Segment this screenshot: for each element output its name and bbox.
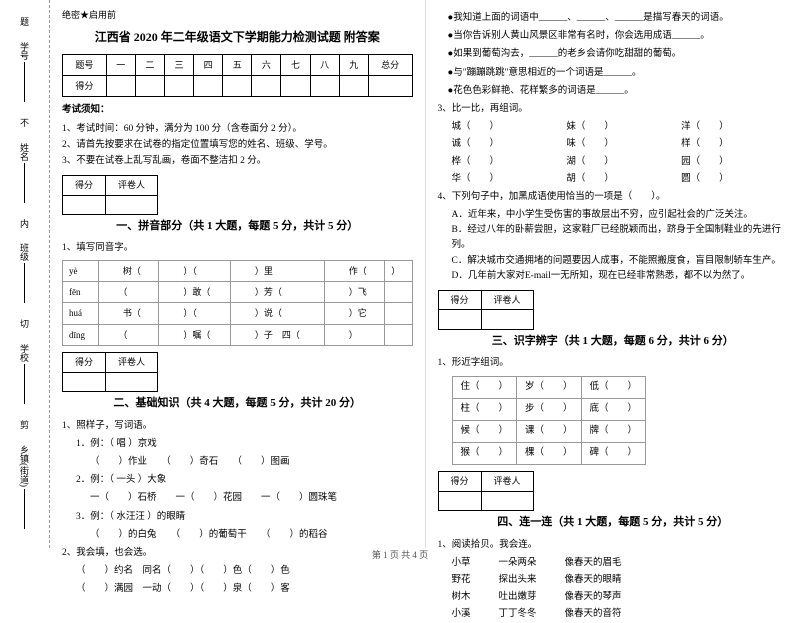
score-table: 题号 一 二 三 四 五 六 七 八 九 总分 得分 (62, 54, 413, 98)
question: 4、下列句子中，加黑成语使用恰当的一项是（ ）。 (438, 190, 789, 205)
notice-item: 2、请首先按要求在试卷的指定位置填写您的姓名、班级、学号。 (62, 138, 413, 153)
bind-field: 班级 (18, 243, 31, 305)
match-row: 树木吐出嫩芽像春天的琴声 (452, 590, 789, 605)
fill-items: （ ）满园 一动（ ）（ ）泉（ ）客 (76, 582, 413, 597)
bullet-item: ●我知道上面的词语中______、______、______是描写春天的词语。 (448, 11, 789, 26)
question: 3、比一比，再组词。 (438, 102, 789, 117)
section-title: 四、连一连（共 1 大题，每题 5 分，共计 5 分） (438, 514, 789, 532)
section-title: 一、拼音部分（共 1 大题，每题 5 分，共计 5 分） (62, 218, 413, 236)
bind-mark: 内 (18, 219, 31, 230)
section-title: 三、识字辨字（共 1 大题，每题 6 分，共计 6 分） (438, 333, 789, 351)
notice-list: 1、考试时间：60 分钟，满分为 100 分（含卷面分 2 分）。 2、请首先按… (62, 122, 413, 170)
bind-mark: 题 (18, 17, 31, 28)
notice-heading: 考试须知： (62, 103, 413, 118)
page-footer: 第 1 页 共 4 页 (0, 548, 800, 561)
eval-table: 得分评卷人 (62, 175, 158, 215)
table-row: 得分 (63, 75, 413, 96)
question: 1、填写同音字。 (62, 241, 413, 256)
seal-text: 绝密★启用前 (62, 8, 413, 22)
question: 1、形近字组词。 (438, 356, 789, 371)
notice-item: 1、考试时间：60 分钟，满分为 100 分（含卷面分 2 分）。 (62, 122, 413, 137)
bullet-item: ●花色色彩鲜艳、花样繁多的词语是______。 (448, 84, 789, 99)
bullet-item: ●如果到葡萄沟去，______的老乡会请你吃甜甜的葡萄。 (448, 47, 789, 62)
left-column: 绝密★启用前 江西省 2020 年二年级语文下学期能力检测试题 附答案 题号 一… (50, 0, 426, 548)
example: 3．例：（ 水汪汪 ）的眼睛 (76, 510, 413, 525)
section-title: 二、基础知识（共 4 大题，每题 5 分，共计 20 分） (62, 395, 413, 413)
bullet-item: ●当你告诉别人黄山风景区非常有名时，你会选用成语______。 (448, 29, 789, 44)
bind-field: 乡镇(街道) (18, 445, 31, 531)
compare-grid: 城（ ）妹（ ）洋（ ） 诚（ ）味（ ）样（ ） 桦（ ）湖（ ）园（ ） 华… (452, 120, 789, 187)
fill-items: （ ）约名 同名（ ）（ ）色（ ）色 (76, 564, 413, 579)
fill-items: （ ）作业 （ ）奇石 （ ）图画 (90, 455, 413, 470)
char-table: 住（ ）岁（ ）低（ ） 柱（ ）步（ ）底（ ） 候（ ）课（ ）牌（ ） 猴… (452, 376, 647, 466)
table-row: 题号 一 二 三 四 五 六 七 八 九 总分 (63, 54, 413, 75)
right-column: ●我知道上面的词语中______、______、______是描写春天的词语。 … (426, 0, 800, 548)
match-row: 野花探出头来像春天的眼睛 (452, 573, 789, 588)
bind-field: 学校 (18, 344, 31, 406)
bind-mark: 剪 (18, 420, 31, 431)
notice-item: 3、不要在试卷上乱写乱画，卷面不整洁扣 2 分。 (62, 154, 413, 169)
bind-field: 学号 (18, 42, 31, 104)
option-a: A．近年来，中小学生受伤害的事故层出不穷，应引起社会的广泛关注。 (452, 208, 789, 223)
exam-title: 江西省 2020 年二年级语文下学期能力检测试题 附答案 (62, 28, 413, 47)
example: 2．例：（ 一头 ）大象 (76, 473, 413, 488)
pinyin-table: yè 树（ ）（ ）里 作（） fēn （ ）敢（ ）芳（ ）飞 huá 书（ … (62, 260, 413, 347)
option-c: C．解决城市交通拥堵的问题要因人成事，不能照搬度食，盲目限制轿车生产。 (452, 254, 789, 269)
eval-table: 得分评卷人 (62, 352, 158, 392)
fill-items: （ ）的白兔 （ ）的葡萄干 （ ）的稻谷 (90, 528, 413, 543)
bullet-item: ●与"蹦蹦跳跳"意思相近的一个词语是______。 (448, 66, 789, 81)
fill-items: 一（ ）石桥 一（ ）花园 一（ ）圆珠笔 (90, 491, 413, 506)
question: 1、照样子，写词语。 (62, 419, 413, 434)
eval-table: 得分评卷人 (438, 290, 534, 330)
bind-mark: 不 (18, 118, 31, 129)
option-d: D．几年前大家对E-mail一无所知，现在已经非常熟悉，都不以为然了。 (452, 269, 789, 284)
binding-column: 题 学号 不 姓名 内 班级 切 学校 剪 乡镇(街道) (0, 0, 50, 548)
match-row: 小溪丁丁冬冬像春天的音符 (452, 607, 789, 622)
eval-table: 得分评卷人 (438, 471, 534, 511)
example: 1．例：（ 唱 ）京戏 (76, 437, 413, 452)
exam-page: 题 学号 不 姓名 内 班级 切 学校 剪 乡镇(街道) 绝密★启用前 江西省 … (0, 0, 800, 548)
option-b: B．经过八年的卧薪尝胆，这家鞋厂已经脱颖而出，跻身于全国制鞋业的先进行列。 (452, 223, 789, 253)
bind-mark: 切 (18, 319, 31, 330)
bind-field: 姓名 (18, 143, 31, 205)
